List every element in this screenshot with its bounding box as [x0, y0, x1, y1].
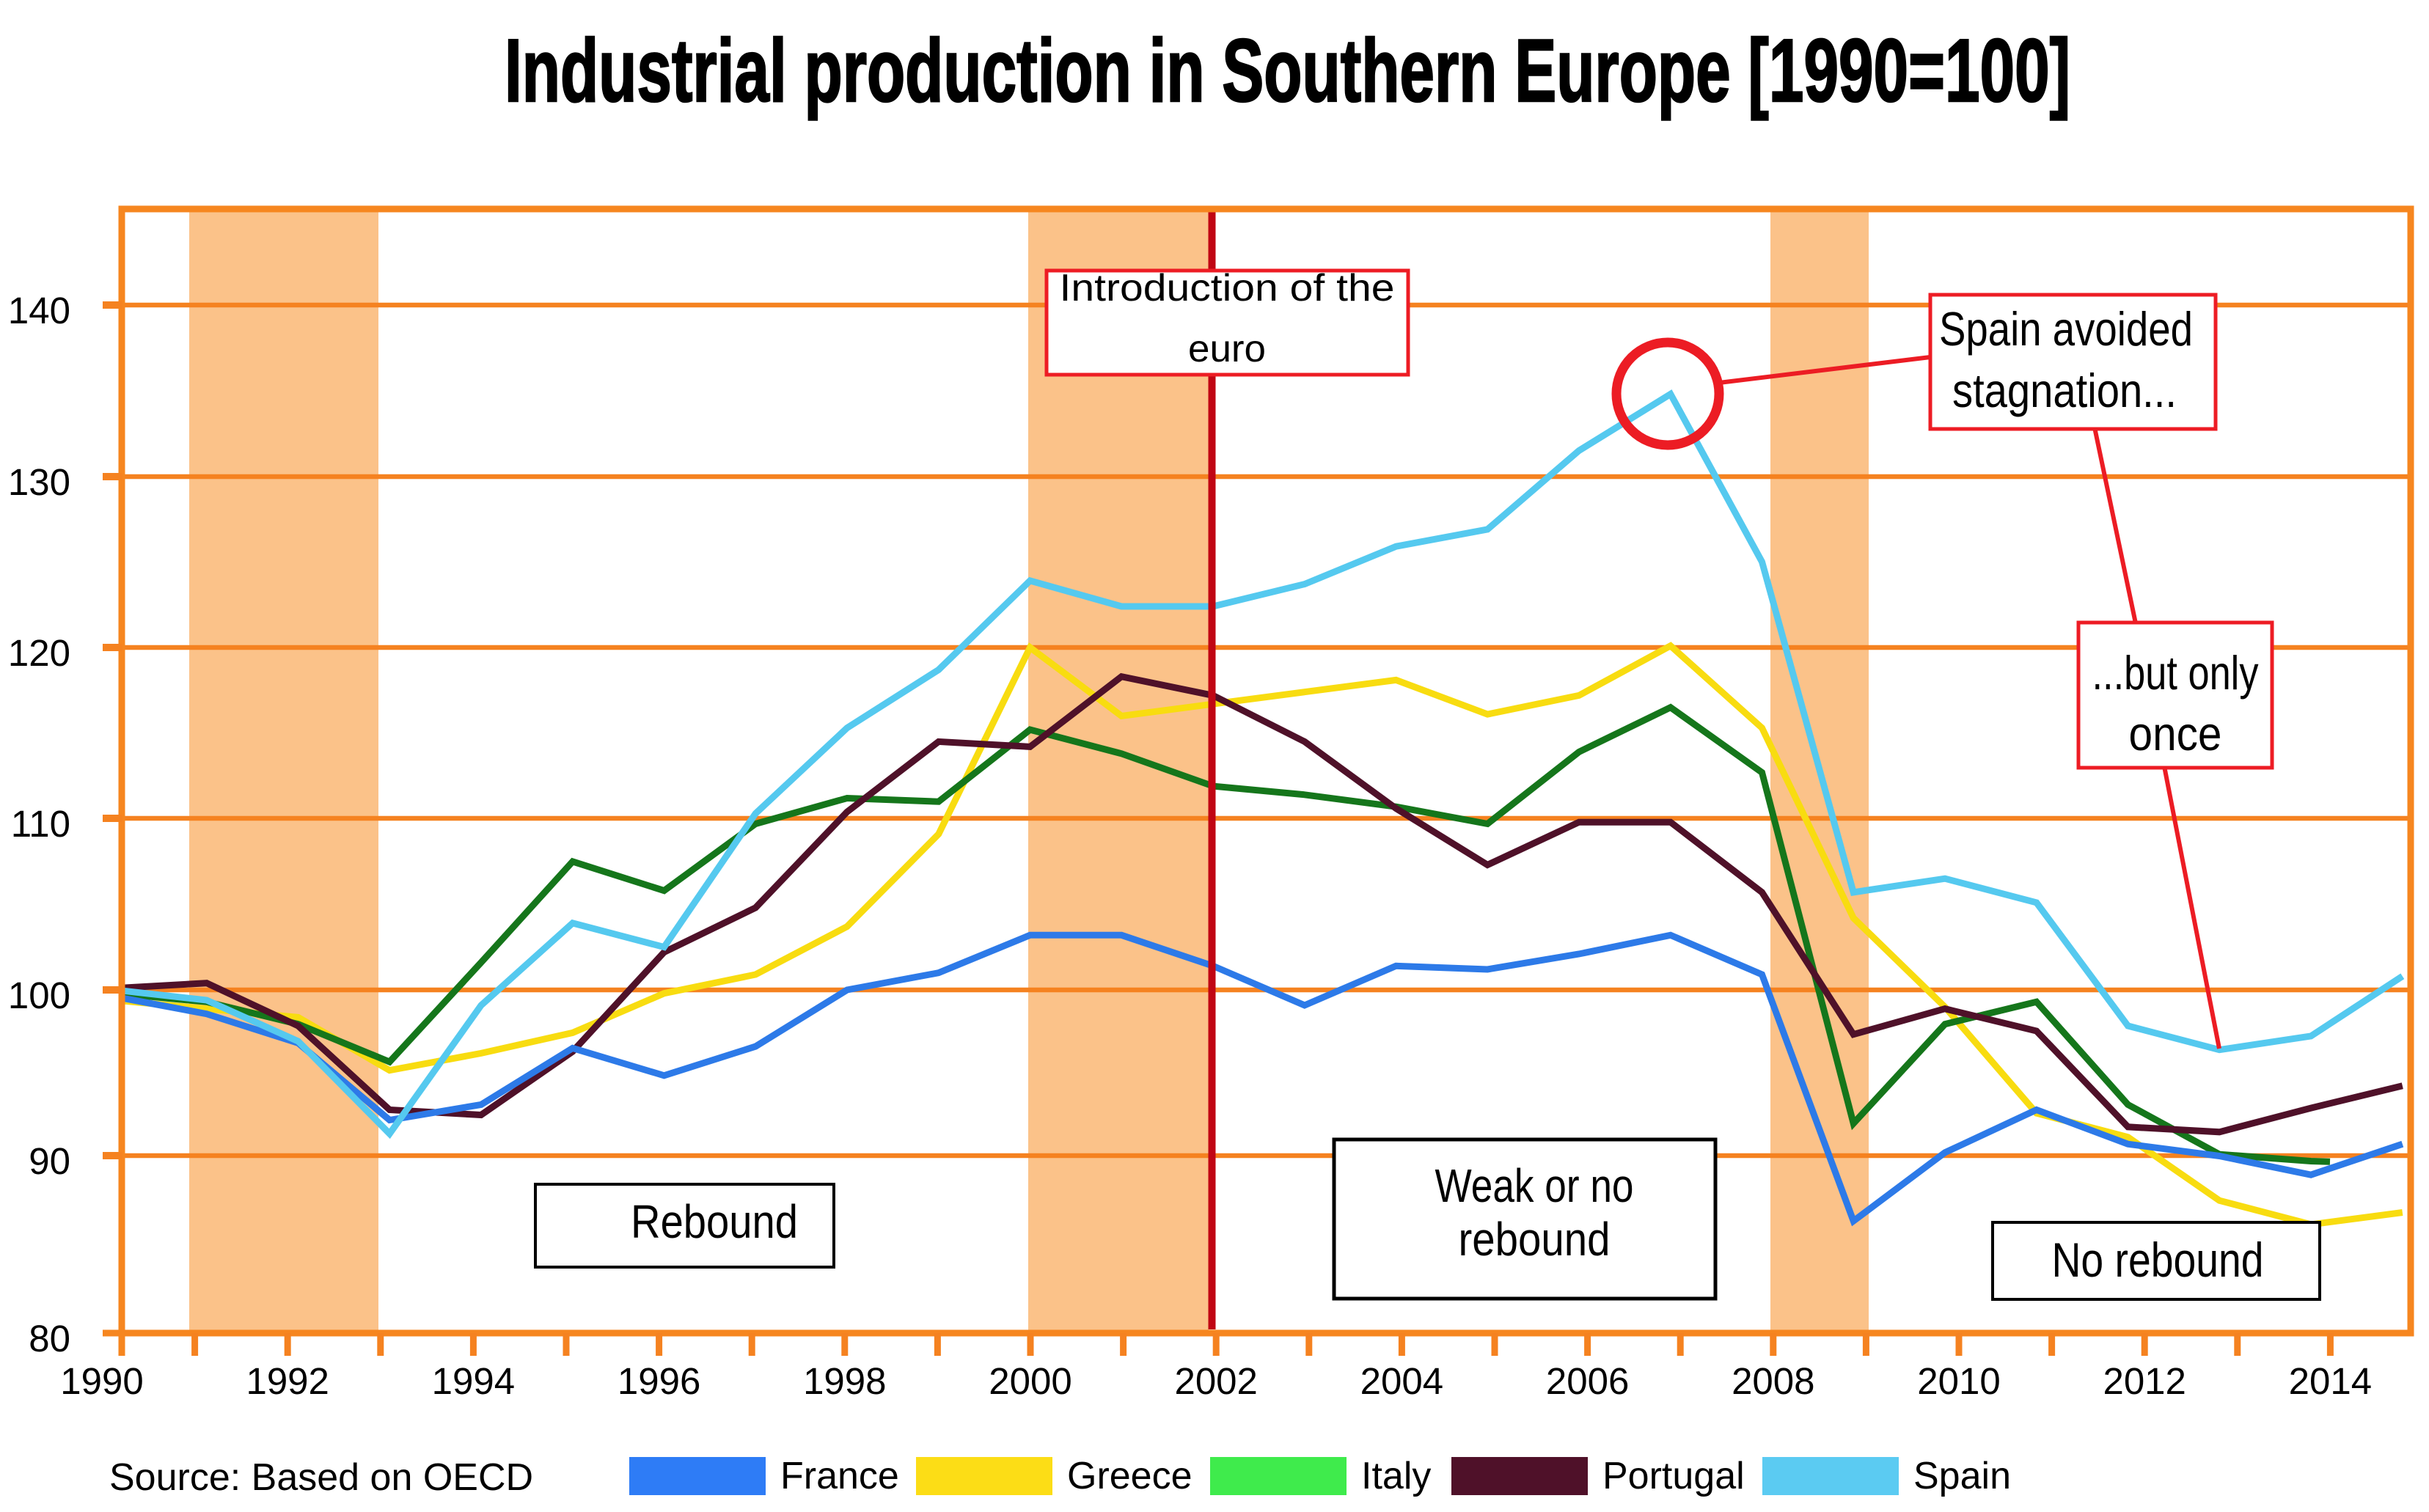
svg-text:1998: 1998 — [803, 1360, 886, 1402]
svg-text:Spain avoided: Spain avoided — [1939, 302, 2193, 356]
svg-text:2006: 2006 — [1546, 1360, 1629, 1402]
svg-text:No rebound: No rebound — [2052, 1233, 2264, 1287]
svg-text:Source: Based on OECD: Source: Based on OECD — [109, 1456, 533, 1499]
svg-text:140: 140 — [8, 290, 70, 331]
svg-text:120: 120 — [8, 632, 70, 674]
svg-text:2012: 2012 — [2103, 1360, 2186, 1402]
svg-text:1992: 1992 — [246, 1360, 329, 1402]
svg-text:Italy: Italy — [1361, 1455, 1431, 1497]
svg-text:100: 100 — [8, 975, 70, 1016]
svg-text:2014: 2014 — [2289, 1360, 2372, 1402]
svg-text:...but only: ...but only — [2092, 646, 2259, 700]
svg-text:2010: 2010 — [1917, 1360, 2000, 1402]
svg-text:Greece: Greece — [1067, 1455, 1192, 1497]
svg-text:Spain: Spain — [1913, 1455, 2011, 1497]
svg-text:Portugal: Portugal — [1602, 1455, 1745, 1497]
svg-text:Introduction of the: Introduction of the — [1060, 267, 1395, 309]
svg-text:90: 90 — [29, 1140, 70, 1182]
svg-text:Rebound: Rebound — [631, 1195, 798, 1248]
svg-text:1994: 1994 — [432, 1360, 515, 1402]
svg-text:2000: 2000 — [989, 1360, 1071, 1402]
svg-text:euro: euro — [1188, 328, 1266, 370]
svg-text:France: France — [780, 1455, 899, 1497]
svg-text:rebound: rebound — [1459, 1213, 1611, 1266]
svg-text:Weak or no: Weak or no — [1435, 1159, 1634, 1212]
svg-text:110: 110 — [11, 803, 70, 845]
svg-text:once: once — [2129, 707, 2222, 760]
svg-text:2004: 2004 — [1360, 1360, 1443, 1402]
svg-text:2002: 2002 — [1174, 1360, 1257, 1402]
svg-text:1990: 1990 — [60, 1360, 143, 1402]
svg-text:1996: 1996 — [618, 1360, 700, 1402]
svg-text:130: 130 — [8, 461, 70, 503]
svg-text:80: 80 — [29, 1318, 70, 1359]
svg-text:2008: 2008 — [1732, 1360, 1814, 1402]
svg-text:stagnation...: stagnation... — [1952, 364, 2177, 417]
